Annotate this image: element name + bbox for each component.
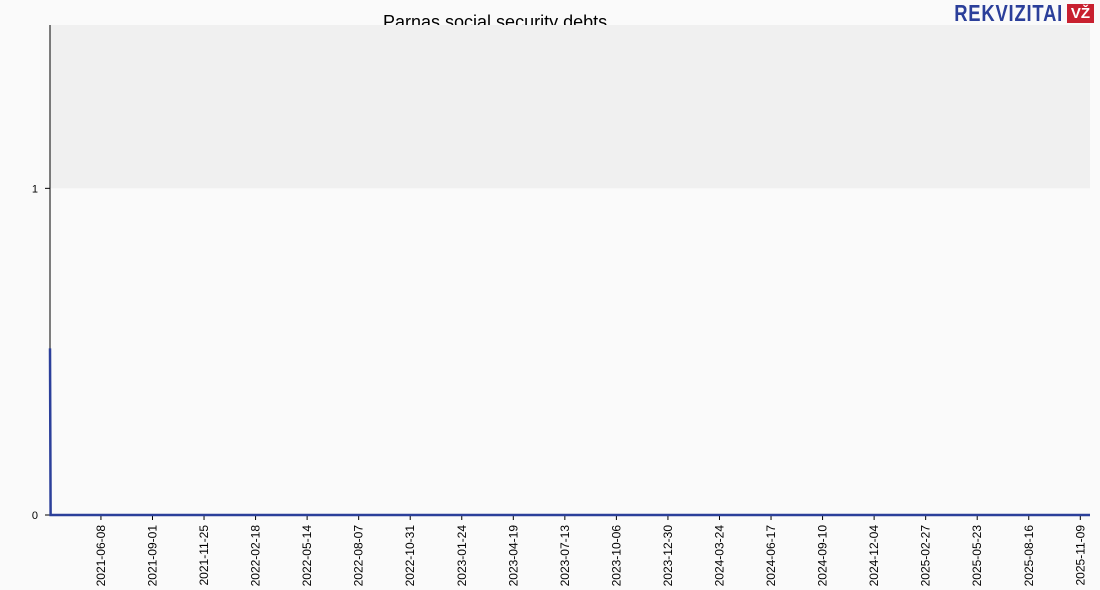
y-tick-label: 0 xyxy=(32,510,38,522)
x-tick-label: 2023-01-24 xyxy=(455,525,469,587)
x-tick-label: 2021-06-08 xyxy=(94,525,108,587)
x-tick-label: 2024-03-24 xyxy=(712,525,726,587)
x-tick-label: 2022-05-14 xyxy=(300,525,314,587)
series-line xyxy=(48,348,1090,517)
x-tick-label: 2023-10-06 xyxy=(609,525,623,587)
x-tick-label: 2025-05-23 xyxy=(970,525,984,587)
y-tick-label: 1 xyxy=(32,183,38,195)
x-tick-label: 2022-10-31 xyxy=(403,525,417,587)
x-tick-label: 2024-12-04 xyxy=(867,525,881,587)
x-tick-label: 2021-09-01 xyxy=(145,525,159,587)
x-tick-label: 2025-11-09 xyxy=(1073,525,1087,586)
x-tick-label: 2023-07-13 xyxy=(558,525,572,587)
logo: REKVIZITAI VŽ xyxy=(927,0,1094,27)
x-tick-label: 2021-11-25 xyxy=(197,525,211,586)
x-tick-label: 2024-09-10 xyxy=(816,525,830,587)
x-tick-label: 2023-12-30 xyxy=(661,525,675,587)
shaded-band xyxy=(50,25,1090,189)
x-tick-label: 2025-08-16 xyxy=(1022,525,1036,587)
x-tick-label: 2023-04-19 xyxy=(506,525,520,587)
x-tick-label: 2022-08-07 xyxy=(352,525,366,587)
x-tick-label: 2024-06-17 xyxy=(764,525,778,587)
x-tick-label: 2025-02-27 xyxy=(919,525,933,587)
x-tick-label: 2022-02-18 xyxy=(249,525,263,587)
